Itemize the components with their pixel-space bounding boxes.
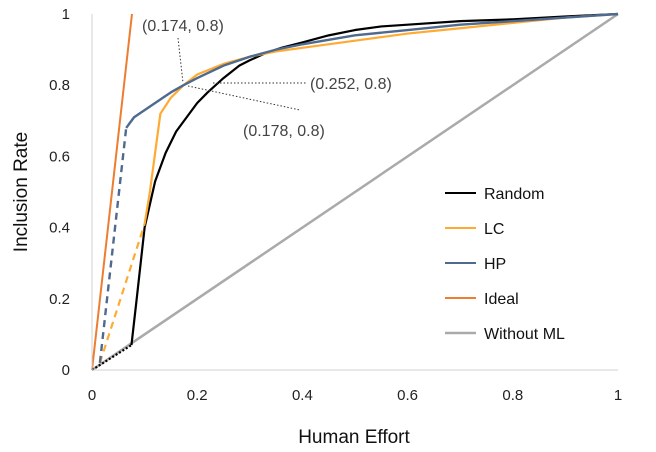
x-tick-label: 0.8 xyxy=(502,387,523,404)
y-tick-label: 1 xyxy=(62,6,70,23)
y-axis-label: Inclusion Rate xyxy=(11,132,32,252)
series-hp-line xyxy=(125,12,619,129)
annotation-label-2: (0.252, 0.8) xyxy=(310,76,392,93)
series-ideal-line xyxy=(91,13,133,371)
series-hp-dashed xyxy=(98,127,128,364)
x-tick-label: 1 xyxy=(614,387,622,404)
y-tick-label: 0.6 xyxy=(49,148,70,165)
legend-item-random: Random xyxy=(445,186,544,203)
y-tick-label: 0.4 xyxy=(49,220,70,237)
legend-item-lc: LC xyxy=(445,221,504,238)
legend-label-random: Random xyxy=(484,186,544,203)
x-tick-label: 0.2 xyxy=(187,387,208,404)
annotation-label-1: (0.174, 0.8) xyxy=(142,18,224,35)
legend-label-ideal: Ideal xyxy=(484,291,519,308)
y-tick-label: 0 xyxy=(62,362,70,379)
x-tick-label: 0.6 xyxy=(397,387,418,404)
x-tick-label: 0 xyxy=(88,387,96,404)
series-lc-dashed xyxy=(98,223,146,364)
legend-item-hp: HP xyxy=(445,256,506,273)
plot-area xyxy=(91,12,619,372)
annotation-leader-3 xyxy=(187,85,301,111)
series-random-line xyxy=(130,12,619,346)
y-tick-labels: 0 0.2 0.4 0.6 0.8 1 xyxy=(49,6,70,379)
x-tick-labels: 0 0.2 0.4 0.6 0.8 1 xyxy=(88,387,622,404)
legend-label-hp: HP xyxy=(484,256,506,273)
annotation-leader-1 xyxy=(177,37,184,84)
legend-label-without-ml: Without ML xyxy=(484,326,565,343)
legend-label-lc: LC xyxy=(484,221,504,238)
legend-item-without-ml: Without ML xyxy=(445,326,565,343)
annotation-label-3: (0.178, 0.8) xyxy=(243,123,325,140)
y-tick-label: 0.8 xyxy=(49,77,70,94)
x-axis-label: Human Effort xyxy=(298,427,410,448)
legend-item-ideal: Ideal xyxy=(445,291,519,308)
y-tick-label: 0.2 xyxy=(49,291,70,308)
legend: Random LC HP Ideal Without ML xyxy=(445,186,565,343)
series-without-ml-line xyxy=(91,12,619,372)
series-lc-line xyxy=(143,12,619,225)
x-tick-label: 0.4 xyxy=(292,387,313,404)
annotations: (0.174, 0.8) (0.252, 0.8) (0.178, 0.8) xyxy=(142,18,392,140)
